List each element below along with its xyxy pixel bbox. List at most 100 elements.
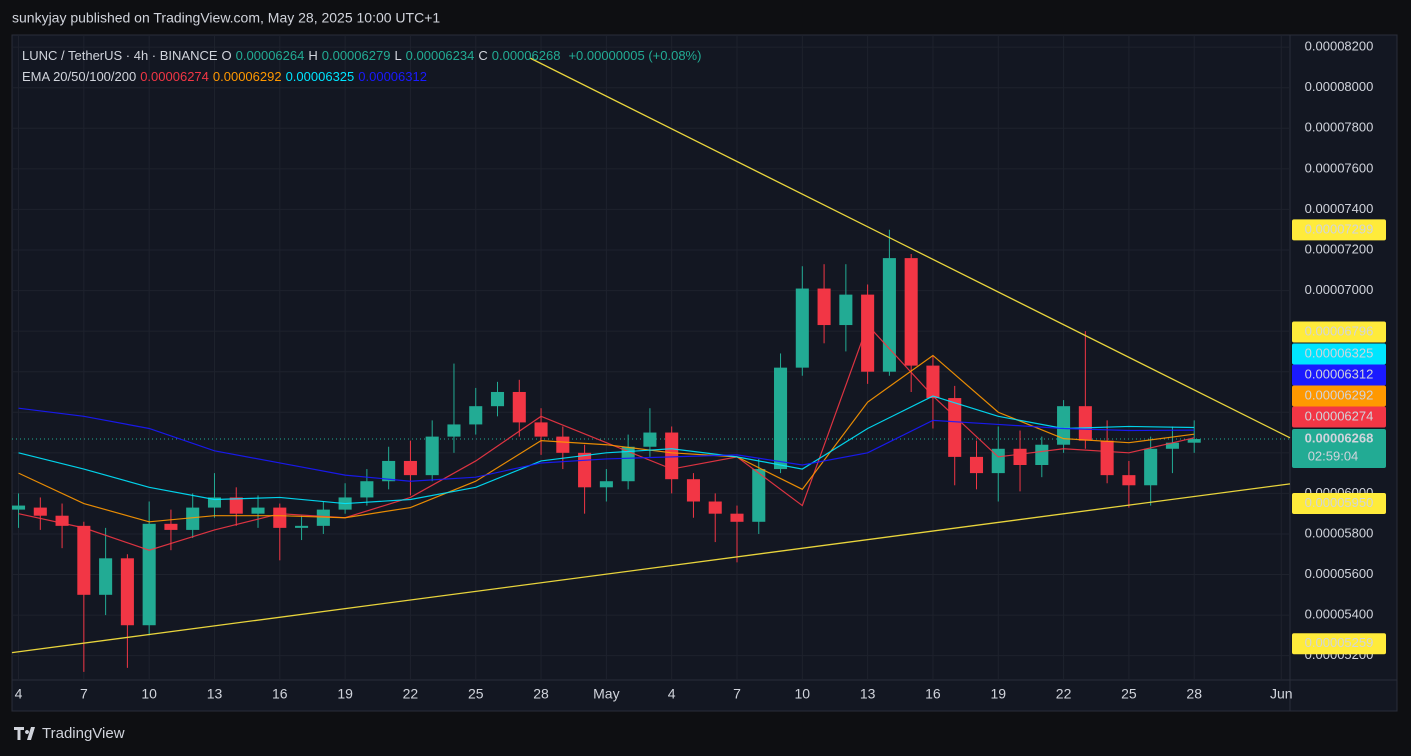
candle-body [578, 452, 592, 488]
ema-label: EMA 20/50/100/200 [22, 69, 137, 84]
candle-body [882, 258, 896, 372]
x-tick-label: 22 [1056, 686, 1072, 702]
candle-body [1187, 439, 1201, 443]
y-tick-label: 0.00007800 [1305, 120, 1374, 135]
candle-body [55, 515, 69, 526]
ema-line [18, 407, 1195, 482]
legend-row: EMA 20/50/100/200 0.00006274 0.00006292 0.0… [22, 66, 705, 87]
candle-body [142, 523, 156, 626]
ema-value: 0.00006312 [358, 69, 427, 84]
price-label: 0.00005259 [1305, 635, 1374, 650]
ema-value: 0.00006292 [212, 69, 282, 84]
header: sunkyjay published on TradingView.com, M… [12, 10, 440, 26]
candle-body [665, 432, 679, 480]
y-tick-label: 0.00005600 [1305, 566, 1374, 581]
price-label: 0.00007299 [1305, 221, 1374, 236]
ohlc-value: 0.00006264 [235, 48, 305, 63]
candle-body [643, 432, 657, 447]
candle-body [1078, 406, 1092, 441]
candle-body [77, 525, 91, 595]
ohlc-item: L 0.00006234 [394, 48, 478, 63]
x-tick-label: 25 [468, 686, 484, 702]
price-label-box [1292, 493, 1386, 515]
x-tick-label: 16 [925, 686, 941, 702]
x-tick-label: 22 [403, 686, 419, 702]
candle-body [1035, 444, 1049, 465]
candles [12, 229, 1201, 672]
x-tick-label: 13 [207, 686, 223, 702]
x-tick-label: 10 [141, 686, 157, 702]
candle-body [295, 525, 309, 528]
candle-body [948, 398, 962, 457]
ohlc-value: 0.00006279 [321, 48, 391, 63]
symbol: LUNC / TetherUS · 4h · BINANCE [22, 48, 218, 63]
candle-body [926, 365, 940, 399]
ohlc-item: O 0.00006264 [222, 48, 309, 63]
candle-body [425, 436, 439, 476]
ema-line [18, 395, 1195, 505]
ohlc-key: L [394, 48, 402, 63]
candle-body [969, 456, 984, 474]
y-tick-label: 0.00007400 [1305, 201, 1374, 216]
y-tick-label: 0.00008200 [1305, 39, 1374, 54]
footer-brand: TradingView [42, 725, 125, 742]
candle-body [512, 391, 526, 423]
ohlc-key: C [478, 48, 488, 63]
change: +0.00000005 (+0.08%) [568, 48, 702, 63]
price-label: 0.00005950 [1305, 495, 1374, 510]
ema-value: 0.00006325 [285, 69, 355, 84]
price-label: 0.00006796 [1305, 323, 1374, 338]
candle-body [686, 479, 700, 502]
footer-logo [14, 727, 35, 740]
x-tick-label: 4 [668, 686, 676, 702]
x-tick-label: 10 [795, 686, 811, 702]
ohlc-value: 0.00006268 [491, 48, 561, 63]
candle-body [1144, 448, 1158, 486]
candle-body [490, 391, 505, 407]
candle-body [99, 558, 113, 595]
ema-price-label: 0.00006312 [1305, 366, 1374, 381]
candle-body [795, 288, 809, 368]
candle-body [251, 507, 265, 514]
ema-price-label: 0.00006292 [1305, 387, 1374, 402]
candle-body [904, 258, 918, 366]
candle-body [120, 558, 134, 626]
y-tick-label: 0.00005400 [1305, 607, 1374, 622]
candle-body [469, 406, 483, 425]
price-label-box [1292, 219, 1386, 241]
ema-price-box [1292, 364, 1386, 386]
candle-body [1057, 406, 1071, 445]
candle-body [1100, 440, 1114, 476]
candle-body [752, 469, 766, 522]
y-tick-label: 0.00007200 [1305, 241, 1374, 256]
candle-body [273, 507, 287, 528]
candle-body [730, 513, 744, 522]
candle-body [447, 424, 461, 437]
x-tick-label: 16 [272, 686, 288, 702]
candle-body [839, 294, 853, 326]
candle-body [316, 509, 330, 526]
price-label-box [1292, 633, 1386, 655]
countdown: 02:59:04 [1308, 448, 1359, 463]
x-tick-label: 28 [533, 686, 549, 702]
candle-body [1013, 448, 1027, 465]
x-tick-label: 19 [337, 686, 353, 702]
legend: LUNC / TetherUS · 4h · BINANCE O 0.0000626… [22, 45, 705, 87]
current-price-label: 0.00006268 [1305, 430, 1374, 445]
candle-body [33, 507, 47, 516]
legend-row: LUNC / TetherUS · 4h · BINANCE O 0.0000626… [22, 45, 705, 66]
ohlc-item: C 0.00006268 [478, 48, 564, 63]
candle-body [1165, 442, 1179, 449]
y-tick-label: 0.00008000 [1305, 79, 1374, 94]
candle-body [534, 422, 548, 437]
y-tick-label: 0.00005800 [1305, 525, 1374, 540]
candle-body [599, 481, 613, 488]
x-tick-label: May [593, 686, 619, 702]
candle-body [774, 367, 788, 470]
ohlc: O 0.00006264 H 0.00006279 L 0.00006234 C 0.0000… [222, 48, 565, 63]
candle-body [621, 446, 635, 482]
x-tick-label: 19 [990, 686, 1006, 702]
candle-body [556, 436, 570, 453]
candle-body [382, 460, 396, 482]
